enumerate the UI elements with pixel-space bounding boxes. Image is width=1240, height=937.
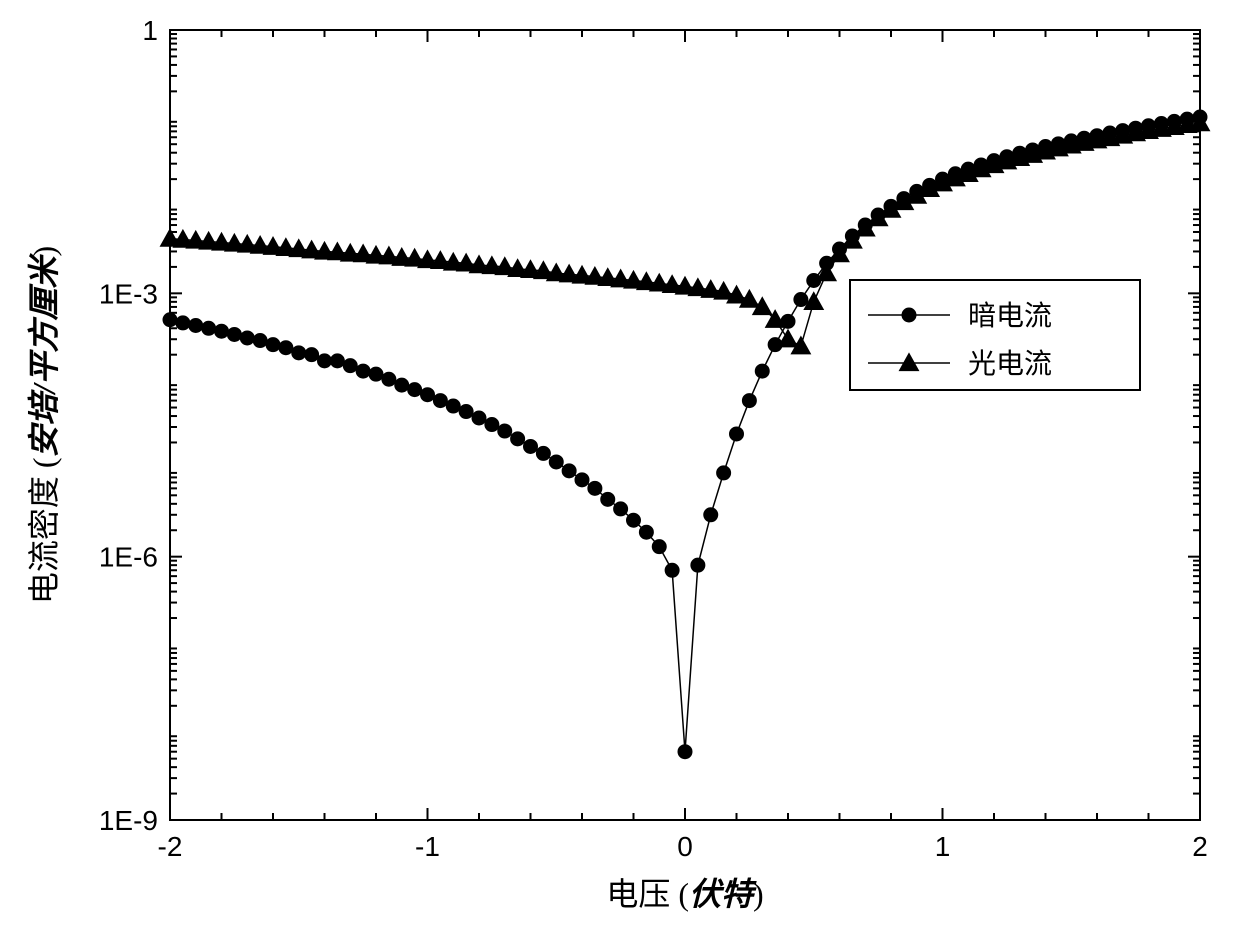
x-tick-label: -1 [415,831,440,862]
circle-marker [524,439,538,453]
y-tick-label: 1E-9 [99,805,158,836]
circle-marker [562,464,576,478]
y-tick-label: 1E-6 [99,542,158,573]
circle-marker [356,364,370,378]
circle-marker [742,394,756,408]
circle-marker [163,313,177,327]
x-axis-label: 电压 (伏特) [606,876,763,912]
circle-marker [189,319,203,333]
circle-marker [614,502,628,516]
circle-marker [627,513,641,527]
circle-marker [717,466,731,480]
circle-marker [665,563,679,577]
y-axis-label: 电流密度 (安培/平方厘米) [26,246,62,604]
circle-marker [704,508,718,522]
circle-marker [459,405,473,419]
circle-marker [240,331,254,345]
circle-marker [498,424,512,438]
circle-marker [369,367,383,381]
chart-container: -2 -1 0 1 2 1E-9 1E-6 1E-3 1 电压 (伏特) 电流密度 (安培/平方厘米… [0,0,1240,937]
x-tick-label: 1 [935,831,951,862]
circle-marker [575,473,589,487]
circle-marker [292,346,306,360]
x-tick-label: -2 [158,831,183,862]
circle-marker [691,558,705,572]
circle-marker [433,394,447,408]
circle-marker [678,745,692,759]
circle-marker [408,383,422,397]
circle-marker [794,293,808,307]
series-line [170,117,1200,752]
circle-marker [318,354,332,368]
circle-marker [305,348,319,362]
circle-marker [485,418,499,432]
circle-marker [536,446,550,460]
circle-marker [395,378,409,392]
circle-marker [382,372,396,386]
circle-marker [343,359,357,373]
circle-marker [588,481,602,495]
circle-marker [202,321,216,335]
x-tick-label: 2 [1192,831,1208,862]
circle-marker [511,432,525,446]
legend-label: 光电流 [968,348,1052,380]
circle-marker [652,540,666,554]
circle-marker [730,427,744,441]
circle-marker [601,492,615,506]
circle-marker [176,316,190,330]
circle-marker [639,525,653,539]
y-tick-label: 1E-3 [99,278,158,309]
circle-marker [215,324,229,338]
legend-label: 暗电流 [968,300,1052,332]
series-暗电流 [163,110,1207,759]
circle-marker [446,399,460,413]
x-tick-label: 0 [677,831,693,862]
circle-marker [902,308,916,322]
circle-marker [755,364,769,378]
circle-marker [253,334,267,348]
circle-marker [266,338,280,352]
circle-marker [279,341,293,355]
circle-marker [472,411,486,425]
circle-marker [549,455,563,469]
circle-marker [421,388,435,402]
iv-curve-chart: -2 -1 0 1 2 1E-9 1E-6 1E-3 1 电压 (伏特) 电流密度 (安培/平方厘米… [0,0,1240,937]
circle-marker [227,327,241,341]
circle-marker [330,354,344,368]
y-tick-label: 1 [142,15,158,46]
